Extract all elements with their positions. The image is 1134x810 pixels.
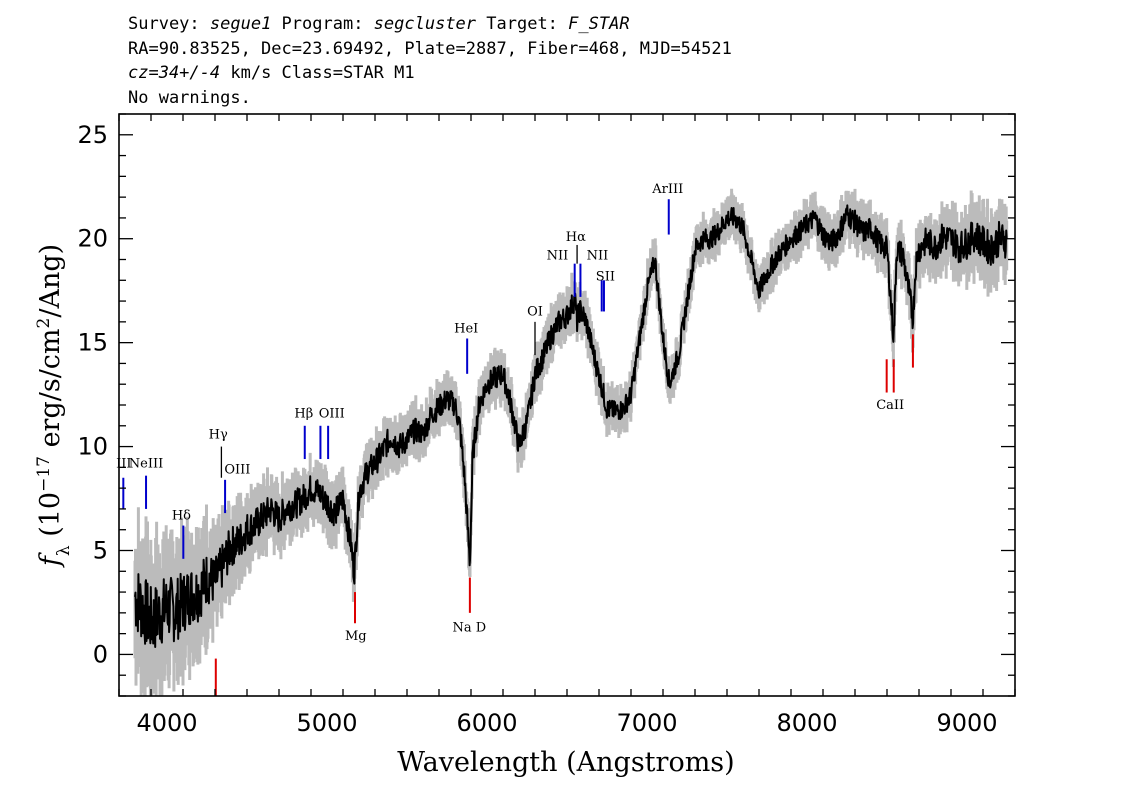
axis-labels-layer: Wavelength (Angstroms) fλ (10−17 erg/s/c… xyxy=(34,244,735,778)
spectral-line-label: Hα xyxy=(566,230,586,245)
header-line-redshift: cz=34+/-4 km/s Class=STAR M1 xyxy=(128,61,1028,86)
header-line-coordinates: RA=90.83525, Dec=23.69492, Plate=2887, F… xyxy=(128,38,732,59)
y-axis-label-b: erg/s/cm xyxy=(35,328,66,456)
spectral-line-label: Hγ xyxy=(209,427,228,442)
spectrum-header: Survey: segue1 Program: segcluster Targe… xyxy=(128,12,1028,110)
flux-layer xyxy=(134,204,1008,648)
y-axis-label-sub: λ xyxy=(54,545,74,556)
x-tick-label: 7000 xyxy=(616,709,677,737)
class-value: km/s Class=STAR M1 xyxy=(220,63,415,83)
x-tick-label: 5000 xyxy=(296,709,357,737)
spectral-line-label: Hδ xyxy=(172,508,191,523)
spectral-line-label: HeI xyxy=(454,321,478,336)
error-band xyxy=(133,188,1009,696)
y-axis-label-c: /Ang) xyxy=(35,244,66,318)
survey-key: Survey: xyxy=(128,14,210,34)
survey-value: segue1 xyxy=(209,14,272,34)
cz-value: cz=34+/-4 xyxy=(128,63,221,83)
plot-frame-layer: 4000 5000 6000 7000 8000 9000 0 5 10 15 20 25 xyxy=(77,113,1016,737)
y-tick-label: 15 xyxy=(77,329,108,357)
spectral-line-label: Na D xyxy=(453,621,487,636)
y-axis-label: fλ (10−17 erg/s/cm2/Ang) xyxy=(34,244,74,568)
y-axis-label-f: f xyxy=(35,552,66,568)
y-tick-label: 25 xyxy=(77,121,108,149)
spectral-line-label: OIII xyxy=(319,406,345,421)
flux-line xyxy=(134,204,1008,648)
x-tick-label: 8000 xyxy=(776,709,837,737)
spectral-line-label: NII xyxy=(547,249,569,264)
spectral-line-label: SII xyxy=(596,269,615,284)
y-tick-label: 5 xyxy=(93,537,108,565)
target-value: F_STAR xyxy=(568,14,630,34)
x-tick-label: 4000 xyxy=(136,709,197,737)
x-axis-label: Wavelength (Angstroms) xyxy=(397,747,734,778)
spectral-line-label: OIII xyxy=(224,463,250,478)
x-tick-label: 6000 xyxy=(456,709,517,737)
y-tick-label: 0 xyxy=(93,640,108,668)
program-value: segcluster xyxy=(373,14,477,34)
spectral-line-label: Mg xyxy=(345,629,367,644)
spectral-line-label: Hβ xyxy=(294,406,313,421)
x-tick-label: 9000 xyxy=(936,709,997,737)
y-axis-label-exp1: −17 xyxy=(34,456,54,492)
spectral-line-label: CaII xyxy=(876,398,904,413)
y-axis-label-exp2: 2 xyxy=(34,318,54,329)
y-tick-label: 20 xyxy=(77,225,108,253)
spectral-line-label: OI xyxy=(527,305,543,320)
spectral-line-label: NeIII xyxy=(129,456,163,471)
target-key: Target: xyxy=(476,14,569,34)
header-line-warnings: No warnings. xyxy=(128,87,251,108)
header-line-survey: Survey: segue1 Program: segcluster Targe… xyxy=(128,12,1028,37)
spectral-line-label: ArIII xyxy=(651,182,683,197)
program-key: Program: xyxy=(271,14,374,34)
y-axis-label-a: (10 xyxy=(35,492,66,545)
y-tick-label: 10 xyxy=(77,433,108,461)
spectral-line-label: NII xyxy=(587,249,609,264)
error-band-layer xyxy=(133,188,1009,696)
